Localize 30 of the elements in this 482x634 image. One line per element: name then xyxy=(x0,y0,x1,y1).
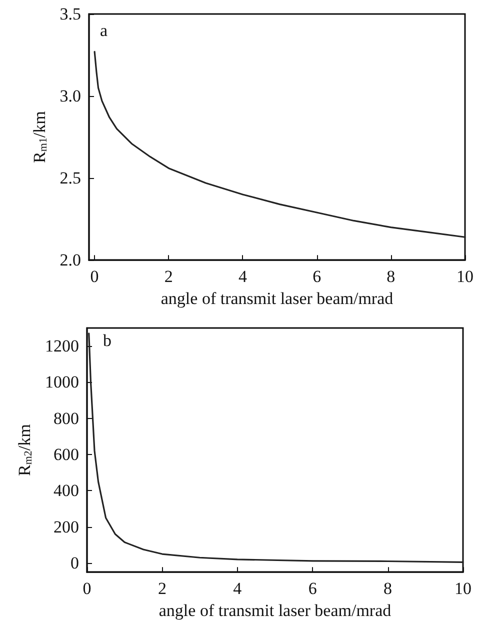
y-tick-label: 2.0 xyxy=(60,250,81,270)
x-tick-label: 10 xyxy=(456,267,474,286)
x-tick-label: 8 xyxy=(386,267,396,286)
y-tick-label: 1200 xyxy=(45,336,79,356)
y-tick-label: 200 xyxy=(54,517,79,536)
y-tick-label: 400 xyxy=(54,481,79,500)
y-tick-label: 3.5 xyxy=(60,4,81,24)
annotation: b xyxy=(103,331,112,350)
x-tick-label: 2 xyxy=(158,579,166,598)
y-axis-title: Rm2/km xyxy=(15,424,35,476)
y-tick-label: 600 xyxy=(54,445,79,464)
y-tick-label: 0 xyxy=(70,554,79,573)
x-tick-label: 4 xyxy=(233,579,242,598)
y-axis-title: Rm1/km xyxy=(30,111,50,163)
y-tick-label: 3.0 xyxy=(60,86,81,106)
x-tick-label: 6 xyxy=(312,267,322,286)
annotation: a xyxy=(100,21,108,40)
x-tick-label: 0 xyxy=(90,267,99,286)
x-axis-title: angle of transmit laser beam/mrad xyxy=(160,289,394,308)
x-tick-label: 10 xyxy=(454,579,472,598)
y-tick-label: 800 xyxy=(54,408,79,428)
line-series xyxy=(94,50,466,238)
y-tick-label: 2.5 xyxy=(60,168,81,188)
x-axis-title: angle of transmit laser beam/mrad xyxy=(158,601,392,620)
y-tick-label: 1000 xyxy=(45,372,79,392)
x-tick-label: 6 xyxy=(308,579,317,598)
x-tick-label: 4 xyxy=(238,267,248,286)
line-series xyxy=(88,332,464,563)
x-tick-label: 8 xyxy=(384,579,392,598)
x-tick-label: 2 xyxy=(164,267,173,286)
